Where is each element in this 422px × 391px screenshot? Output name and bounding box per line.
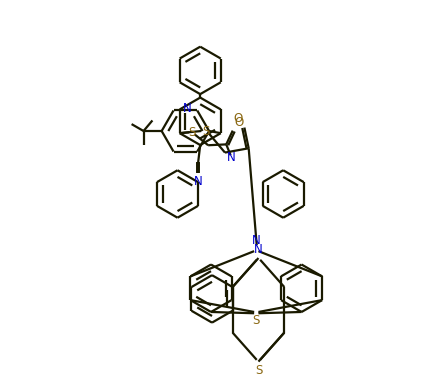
Text: O: O (233, 112, 243, 126)
Text: N: N (183, 102, 192, 115)
Text: S: S (253, 314, 260, 327)
Text: N: N (254, 243, 263, 256)
Text: N: N (194, 175, 203, 188)
Text: S: S (202, 124, 209, 138)
Text: S: S (255, 364, 262, 377)
Text: O: O (235, 116, 243, 129)
Text: N: N (227, 151, 236, 164)
Text: S: S (188, 126, 195, 139)
Text: N: N (252, 234, 261, 247)
